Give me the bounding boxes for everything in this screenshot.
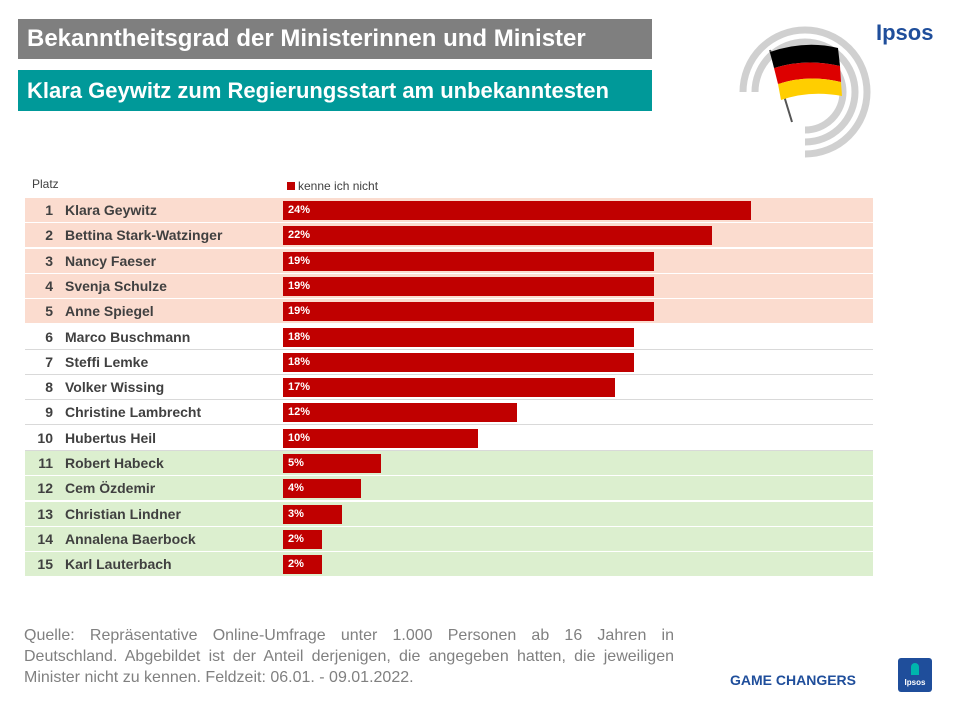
source-note: Quelle: Repräsentative Online-Umfrage un… (24, 627, 674, 686)
rank-label: 2 (45, 227, 53, 244)
chart-legend: kenne ich nicht (287, 179, 378, 193)
rank-label: 11 (38, 455, 53, 471)
category-label: Christian Lindner (65, 505, 181, 522)
data-label: 4% (288, 482, 304, 495)
page-subtitle: Klara Geywitz zum Regierungsstart am unb… (18, 70, 652, 111)
data-label: 17% (288, 381, 311, 394)
parliament-flag-icon (739, 26, 871, 158)
chart-row: 8 Volker Wissing 17% (25, 375, 873, 401)
page-title: Bekanntheitsgrad der Ministerinnen und M… (18, 19, 652, 59)
rank-label: 4 (45, 277, 53, 294)
bar: 19% (283, 302, 654, 322)
chart-row: 14 Annalena Baerbock 2% (25, 526, 873, 552)
rank-label: 13 (37, 505, 53, 522)
data-label: 24% (288, 204, 311, 216)
chart-row: 5 Anne Spiegel 19% (25, 299, 873, 325)
data-label: 3% (288, 507, 304, 520)
data-label: 5% (288, 457, 304, 469)
category-label: Bettina Stark-Watzinger (65, 227, 223, 244)
bar: 19% (283, 251, 654, 271)
rank-column-header: Platz (32, 177, 59, 191)
rank-label: 3 (45, 252, 53, 269)
legend-swatch (287, 182, 295, 190)
rank-label: 5 (45, 303, 53, 320)
data-label: 2% (288, 532, 304, 545)
data-label: 12% (288, 406, 311, 419)
data-label: 19% (288, 305, 311, 318)
ipsos-wordmark: Ipsos (876, 20, 934, 45)
bar: 17% (283, 378, 615, 398)
tagline: GAME CHANGERS (730, 672, 857, 688)
bar: 10% (283, 428, 478, 448)
category-label: Svenja Schulze (65, 277, 167, 294)
category-label: Volker Wissing (65, 379, 165, 396)
logo-mark-icon (911, 663, 919, 675)
data-label: 10% (288, 431, 311, 444)
bar: 5% (283, 454, 381, 473)
category-label: Hubertus Heil (65, 429, 157, 446)
category-label: Cem Özdemir (65, 480, 156, 497)
category-label: Robert Habeck (65, 455, 164, 471)
chart-row: 4 Svenja Schulze 19% (25, 273, 873, 299)
rank-label: 6 (45, 328, 53, 345)
data-label: 22% (288, 229, 311, 242)
chart-row: 1 Klara Geywitz 24% (25, 198, 873, 223)
ipsos-logo: Ipsos (898, 658, 932, 692)
rank-label: 9 (45, 404, 53, 421)
chart-row: 15 Karl Lauterbach 2% (25, 552, 873, 578)
bar: 24% (283, 201, 751, 220)
bar: 19% (283, 276, 654, 296)
rank-label: 14 (37, 530, 53, 547)
category-label: Nancy Faeser (65, 252, 157, 269)
data-label: 2% (288, 558, 304, 571)
data-label: 18% (288, 330, 311, 343)
category-label: Marco Buschmann (65, 328, 191, 345)
bar: 12% (283, 403, 517, 423)
chart-row: 2 Bettina Stark-Watzinger 22% (25, 223, 873, 249)
rank-label: 8 (45, 379, 53, 396)
chart-row: 6 Marco Buschmann 18% (25, 325, 873, 350)
bar-chart: 1 Klara Geywitz 24% 2 Bettina Stark-Watzinge… (25, 198, 873, 578)
rank-label: 10 (37, 429, 53, 446)
data-label: 18% (288, 355, 311, 368)
chart-row: 13 Christian Lindner 3% (25, 501, 873, 527)
data-label: 19% (288, 254, 311, 267)
category-label: Christine Lambrecht (65, 404, 202, 421)
bar: 2% (283, 529, 322, 549)
bar: 2% (283, 555, 322, 575)
category-label: Anne Spiegel (65, 303, 154, 320)
chart-row: 11 Robert Habeck 5% (25, 451, 873, 476)
category-label: Karl Lauterbach (65, 556, 172, 573)
bar: 22% (283, 226, 712, 246)
chart-row: 3 Nancy Faeser 19% (25, 248, 873, 274)
category-label: Annalena Baerbock (65, 530, 196, 547)
bar: 18% (283, 327, 634, 347)
chart-row: 7 Steffi Lemke 18% (25, 350, 873, 375)
category-label: Steffi Lemke (65, 353, 149, 370)
bar: 3% (283, 504, 342, 524)
category-label: Klara Geywitz (65, 202, 157, 218)
bar: 4% (283, 479, 361, 499)
chart-row: 10 Hubertus Heil 10% (25, 426, 873, 451)
rank-label: 1 (45, 202, 53, 218)
chart-row: 12 Cem Özdemir 4% (25, 476, 873, 502)
legend-label: kenne ich nicht (298, 179, 379, 193)
logo-text: Ipsos (904, 678, 926, 687)
data-label: 19% (288, 279, 311, 292)
bar: 18% (283, 352, 634, 372)
rank-label: 15 (37, 556, 53, 573)
chart-row: 9 Christine Lambrecht 12% (25, 400, 873, 426)
rank-label: 7 (45, 353, 53, 370)
rank-label: 12 (37, 480, 53, 497)
